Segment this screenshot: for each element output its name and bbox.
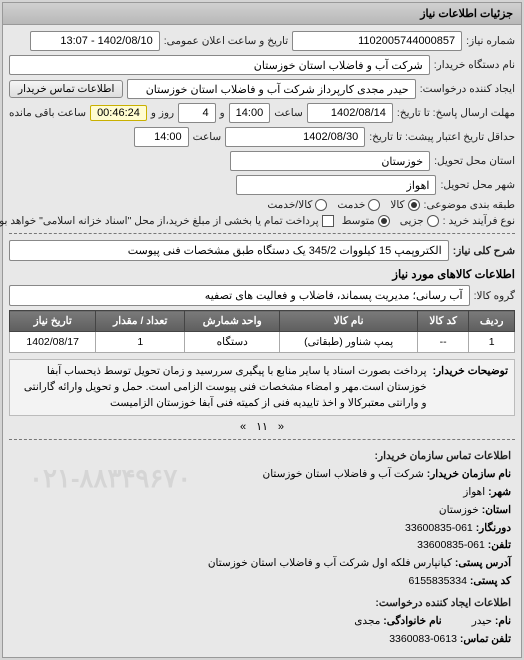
main-desc-field: الکتروپمپ 15 کیلووات 345/2 یک دستگاه طبق…: [9, 240, 449, 261]
priority-radio-group: جزیی متوسط: [342, 215, 439, 227]
announce-label: تاریخ و ساعت اعلان عمومی:: [164, 35, 288, 47]
pager-next[interactable]: »: [240, 421, 246, 433]
cell-qty: 1: [96, 332, 185, 353]
credit-checkbox[interactable]: [322, 215, 334, 227]
cell-row: 1: [469, 332, 515, 353]
buyer-org-label: نام دستگاه خریدار:: [434, 59, 515, 71]
contact-address: کیانپارس فلکه اول شرکت آب و فاضلاب استان…: [208, 557, 452, 569]
panel-title: جزئیات اطلاعات نیاز: [3, 3, 521, 25]
province-field: خوزستان: [230, 151, 430, 171]
cell-date: 1402/08/17: [10, 332, 96, 353]
pager-prev[interactable]: «: [278, 421, 284, 433]
radio-mid[interactable]: [378, 215, 390, 227]
announce-field: 1402/08/10 - 13:07: [30, 31, 160, 51]
contact-city: اهواز: [463, 486, 485, 498]
creator-phone-label: تلفن تماس:: [460, 633, 511, 645]
radio-low-label: جزیی: [400, 215, 424, 227]
contact-province-label: استان:: [482, 504, 511, 516]
contact-title: اطلاعات تماس سازمان خریدار:: [13, 448, 511, 466]
col-name: نام کالا: [280, 311, 418, 332]
province-label: استان محل تحویل:: [434, 155, 515, 167]
request-no-field: 1102005744000857: [292, 31, 462, 51]
deadline-reply-date: 1402/08/14: [307, 103, 393, 123]
cell-name: پمپ شناور (طبقاتی): [280, 332, 418, 353]
days-label: روز و: [151, 107, 174, 119]
contact-phone: 061-33600835: [417, 539, 485, 551]
creator-field: حیدر مجدی کارپرداز شرکت آب و فاضلاب استا…: [127, 79, 415, 99]
creator-lastname-label: نام خانوادگی:: [383, 615, 441, 627]
creator-phone: 0613-3360083: [389, 633, 457, 645]
buyer-org-field: شرکت آب و فاضلاب استان خوزستان: [9, 55, 430, 75]
goods-group-label: گروه کالا:: [474, 290, 515, 302]
radio-goods-label: کالا: [390, 199, 404, 211]
radio-service[interactable]: [368, 199, 380, 211]
creator-label: ایجاد کننده درخواست:: [420, 83, 515, 95]
goods-info-title: اطلاعات کالاهای مورد نیاز: [9, 267, 515, 281]
cell-unit: دستگاه: [185, 332, 280, 353]
main-desc-label: شرح کلی نیاز:: [453, 245, 515, 257]
buyer-notes-text: پرداخت بصورت اسناد یا سایر منابع با پیگی…: [16, 364, 427, 411]
divider-1: [9, 233, 515, 234]
at-label-1: ساعت: [274, 107, 303, 119]
classify-radio-group: کالا خدمت کالا/خدمت: [267, 199, 419, 211]
validity-date: 1402/08/30: [225, 127, 365, 147]
panel-body: شماره نیاز: 1102005744000857 تاریخ و ساع…: [3, 25, 521, 657]
contact-org-label: نام سازمان خریدار:: [427, 468, 511, 480]
table-row[interactable]: 1 -- پمپ شناور (طبقاتی) دستگاه 1 1402/08…: [10, 332, 515, 353]
radio-low[interactable]: [427, 215, 439, 227]
cell-code: --: [418, 332, 469, 353]
creator-lastname: مجدی: [354, 615, 380, 627]
col-row: ردیف: [469, 311, 515, 332]
classify-label: طبقه بندی موضوعی:: [424, 199, 515, 211]
radio-both[interactable]: [315, 199, 327, 211]
at-label-2: ساعت: [193, 131, 222, 143]
contact-fax-label: دورنگار:: [476, 522, 511, 534]
radio-service-label: خدمت: [337, 199, 365, 211]
remaining-time-badge: 00:46:24: [90, 105, 147, 121]
contact-address-label: آدرس پستی:: [455, 557, 511, 569]
col-qty: تعداد / مقدار: [96, 311, 185, 332]
validity-label: حداقل تاریخ اعتبار پیشت: تا تاریخ:: [369, 131, 515, 143]
divider-2: [9, 439, 515, 440]
deadline-reply-time: 14:00: [229, 103, 271, 123]
buyer-notes-box: توضیحات خریدار: پرداخت بصورت اسناد یا سا…: [9, 359, 515, 416]
pager-page: ۱۱: [256, 420, 268, 433]
request-no-label: شماره نیاز:: [466, 35, 515, 47]
details-panel: جزئیات اطلاعات نیاز شماره نیاز: 11020057…: [2, 2, 522, 658]
radio-both-label: کالا/خدمت: [267, 199, 312, 211]
creator-name-label: نام:: [495, 615, 511, 627]
city-field: اهواز: [236, 175, 436, 195]
creator-name: حیدر: [472, 615, 492, 627]
contact-province: خوزستان: [439, 504, 479, 516]
table-header-row: ردیف کد کالا نام کالا واحد شمارش تعداد /…: [10, 311, 515, 332]
radio-goods[interactable]: [408, 199, 420, 211]
contact-postal: 6155835334: [409, 575, 467, 587]
goods-group-field: آب رسانی؛ مدیریت پسماند، فاضلاب و فعالیت…: [9, 285, 470, 306]
radio-mid-label: متوسط: [342, 215, 375, 227]
creator-info-title: اطلاعات ایجاد کننده درخواست:: [13, 595, 511, 613]
deadline-reply-label: مهلت ارسال پاسخ: تا تاریخ:: [397, 107, 515, 119]
days-value: 4: [178, 103, 215, 123]
col-code: کد کالا: [418, 311, 469, 332]
contact-org: شرکت آب و فاضلاب استان خوزستان: [263, 468, 424, 480]
contact-postal-label: کد پستی:: [470, 575, 511, 587]
contact-city-label: شهر:: [488, 486, 511, 498]
contact-info-button[interactable]: اطلاعات تماس خریدار: [9, 80, 123, 98]
priority-label: نوع فرآیند خرید :: [443, 215, 515, 227]
remaining-label: ساعت باقی مانده: [9, 107, 86, 119]
days-and: و: [220, 107, 225, 119]
col-date: تاریخ نیاز: [10, 311, 96, 332]
contact-block: ۰۲۱-۸۸۳۴۹۶۷۰ اطلاعات تماس سازمان خریدار:…: [9, 446, 515, 650]
city-label: شهر محل تحویل:: [440, 179, 515, 191]
buyer-notes-label: توضیحات خریدار:: [433, 364, 508, 411]
contact-phone-label: تلفن:: [488, 539, 511, 551]
credit-note: پرداخت تمام یا بخشی از مبلغ خرید،از محل …: [0, 215, 319, 227]
contact-fax: 061-33600835: [405, 522, 473, 534]
validity-time: 14:00: [134, 127, 189, 147]
col-unit: واحد شمارش: [185, 311, 280, 332]
goods-table: ردیف کد کالا نام کالا واحد شمارش تعداد /…: [9, 310, 515, 353]
